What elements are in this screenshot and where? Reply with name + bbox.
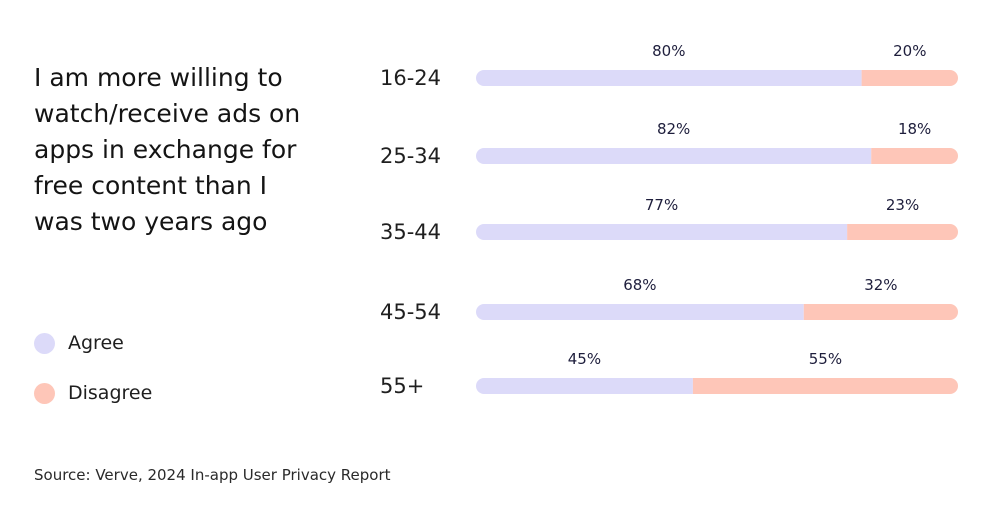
value-label-agree-45-54: 68% [623, 276, 656, 294]
value-label-disagree-55plus: 55% [809, 350, 842, 368]
value-label-agree-25-34: 82% [657, 120, 690, 138]
bar-disagree-16-24 [861, 70, 958, 86]
legend-swatch-disagree [34, 382, 55, 404]
category-label-55plus: 55+ [380, 374, 424, 398]
bar-disagree-55plus [692, 378, 958, 394]
legend-label-disagree: Disagree [68, 382, 153, 404]
category-label-35-44: 35-44 [380, 220, 441, 244]
bar-disagree-25-34 [871, 148, 958, 164]
category-label-16-24: 16-24 [380, 66, 441, 90]
bar-agree-55plus [476, 378, 693, 394]
bar-agree-45-54 [476, 304, 804, 320]
legend-label-agree: Agree [68, 332, 124, 354]
source-note: Source: Verve, 2024 In-app User Privacy … [34, 466, 391, 484]
legend-item-agree: Agree [34, 327, 152, 359]
legend: Agree Disagree [34, 327, 152, 427]
category-label-45-54: 45-54 [380, 300, 441, 324]
legend-swatch-agree [34, 332, 55, 354]
value-label-agree-16-24: 80% [652, 42, 685, 60]
bar-agree-16-24 [476, 70, 862, 86]
bar-agree-35-44 [476, 224, 848, 240]
legend-item-disagree: Disagree [34, 377, 152, 409]
value-label-disagree-16-24: 20% [893, 42, 926, 60]
bar-disagree-35-44 [847, 224, 958, 240]
value-label-agree-55plus: 45% [568, 350, 601, 368]
category-label-25-34: 25-34 [380, 144, 441, 168]
value-label-agree-35-44: 77% [645, 196, 678, 214]
bar-disagree-45-54 [803, 304, 958, 320]
value-label-disagree-35-44: 23% [886, 196, 919, 214]
value-label-disagree-25-34: 18% [898, 120, 931, 138]
chart-title: I am more willing to watch/receive ads o… [34, 63, 301, 236]
value-label-disagree-45-54: 32% [864, 276, 897, 294]
bar-agree-25-34 [476, 148, 872, 164]
